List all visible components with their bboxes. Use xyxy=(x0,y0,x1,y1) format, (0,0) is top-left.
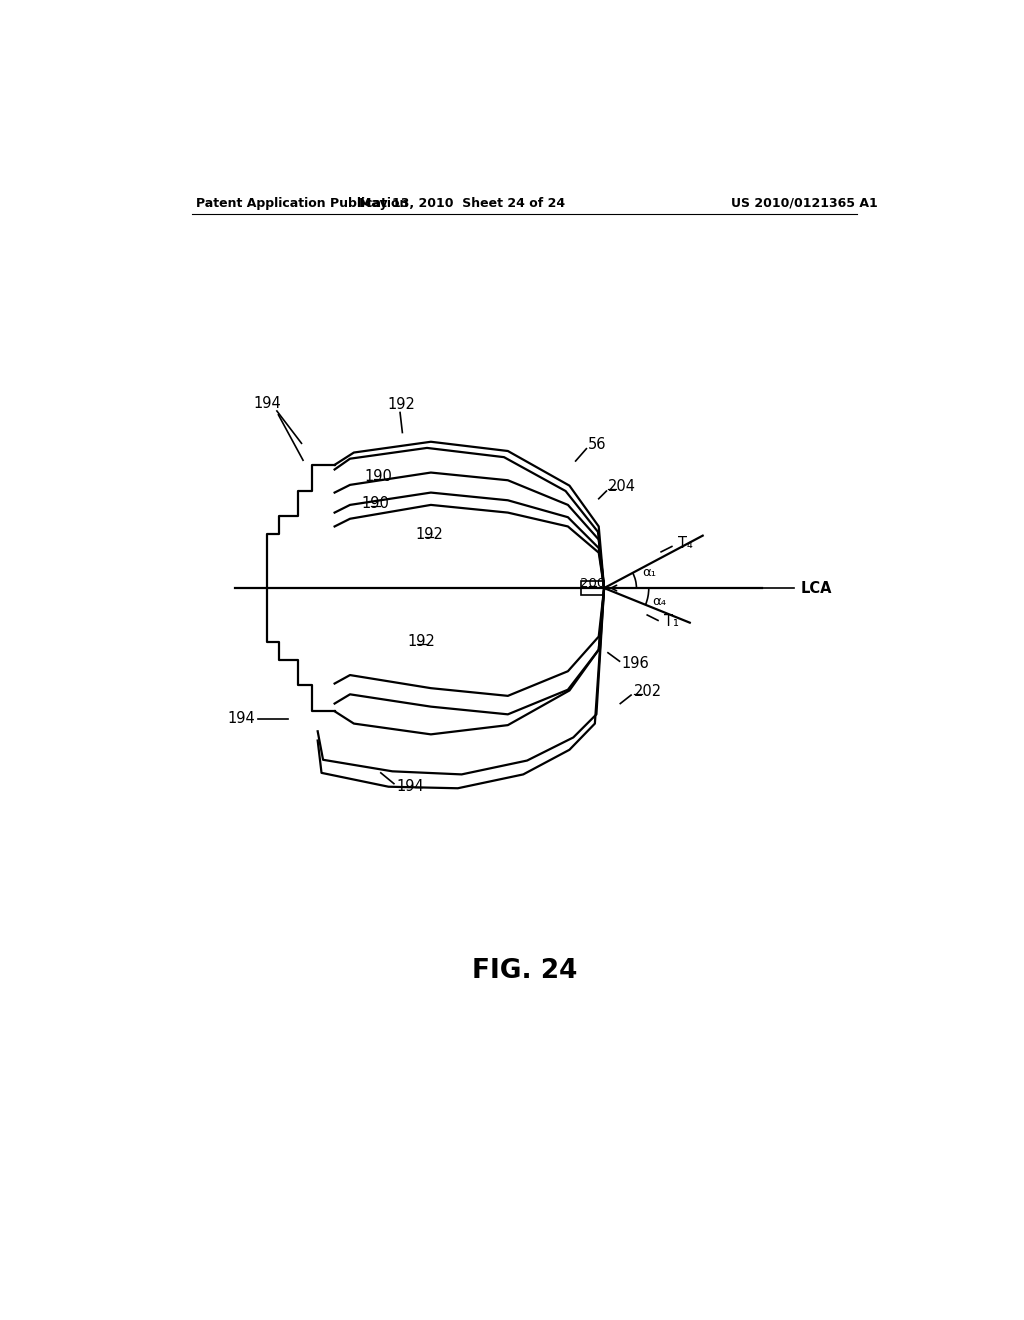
Text: US 2010/0121365 A1: US 2010/0121365 A1 xyxy=(731,197,878,210)
Text: 56: 56 xyxy=(588,437,606,453)
Text: 192: 192 xyxy=(416,527,443,541)
Text: May 13, 2010  Sheet 24 of 24: May 13, 2010 Sheet 24 of 24 xyxy=(358,197,564,210)
Bar xyxy=(581,581,604,595)
Text: 200: 200 xyxy=(580,577,605,590)
Text: 196: 196 xyxy=(622,656,649,671)
Text: α₁: α₁ xyxy=(643,566,656,579)
Text: LCA: LCA xyxy=(801,581,831,595)
Text: 192: 192 xyxy=(388,397,416,412)
Text: α₄: α₄ xyxy=(652,594,666,607)
Text: 202: 202 xyxy=(634,684,663,698)
Text: 194: 194 xyxy=(227,711,255,726)
Text: FIG. 24: FIG. 24 xyxy=(472,958,578,983)
Text: 190: 190 xyxy=(365,469,392,484)
Text: T₄: T₄ xyxy=(678,536,693,550)
Text: 194: 194 xyxy=(254,396,282,411)
Text: 194: 194 xyxy=(396,779,424,795)
Text: 192: 192 xyxy=(408,635,435,649)
Text: 204: 204 xyxy=(608,479,636,494)
Text: T₁: T₁ xyxy=(665,614,679,630)
Text: 190: 190 xyxy=(361,496,389,511)
Text: Patent Application Publication: Patent Application Publication xyxy=(196,197,409,210)
